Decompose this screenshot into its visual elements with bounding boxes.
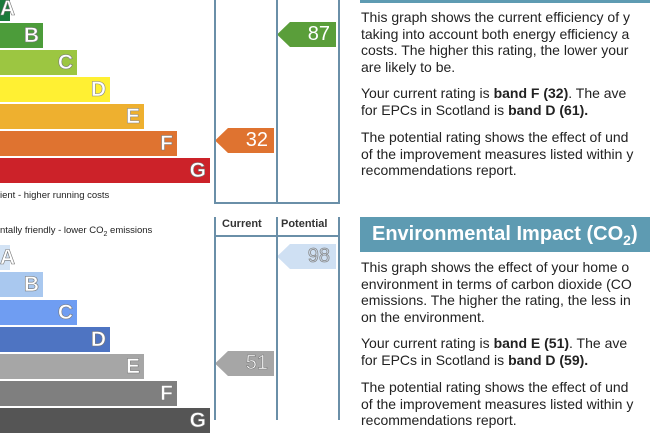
band-g: G	[0, 408, 210, 433]
band-d: D	[0, 327, 110, 352]
paragraph-line: costs. The higher this rating, the lower…	[361, 42, 629, 58]
paragraph-line: recommendations report.	[361, 162, 517, 178]
chart-right-border	[338, 0, 340, 204]
paragraph-line: This graph shows the current efficiency …	[361, 9, 630, 25]
band-c: C	[0, 300, 77, 325]
paragraph-line: on the environment.	[361, 308, 485, 325]
average-band: band D (61).	[508, 101, 589, 118]
environmental-impact-header: Environmental Impact (CO2)	[360, 217, 650, 252]
current-rating-line: Your current rating is band F (32). The …	[361, 85, 626, 102]
current-band: band E (51)	[493, 335, 570, 351]
current-column-divider	[214, 0, 216, 204]
current-column-divider	[214, 217, 216, 420]
average-rating-line: for EPCs in Scotland is band D (59).	[361, 352, 588, 369]
paragraph-line: of the improvement measures listed withi…	[361, 145, 634, 162]
potential-column-divider	[276, 217, 278, 420]
band-f: F	[0, 131, 177, 156]
text: Your current rating is	[361, 335, 494, 351]
current-rating-arrow: 51	[215, 351, 274, 376]
paragraph-line: recommendations report.	[361, 412, 517, 428]
text: for EPCs in Scotland is	[361, 351, 509, 368]
footer-text: ient - higher running costs	[0, 190, 110, 201]
average-band: band D (59).	[508, 351, 589, 368]
band-c: C	[0, 50, 77, 75]
paragraph-line: This graph shows the effect of your home…	[361, 259, 630, 275]
paragraph-line: of the improvement measures listed withi…	[361, 395, 634, 412]
chart-header-text: ntally friendly - lower CO2 emissions	[0, 225, 153, 238]
band-e: E	[0, 104, 144, 129]
paragraph-line: emissions. The higher the rating, the le…	[361, 292, 631, 308]
band-a: A	[0, 245, 16, 270]
text: Your current rating is	[361, 85, 494, 101]
band-b: B	[0, 23, 43, 48]
potential-rating-arrow: 98	[277, 244, 336, 269]
potential-column-divider	[276, 0, 278, 204]
text: for EPCs in Scotland is	[361, 101, 509, 118]
band-b: B	[0, 272, 43, 297]
band-g: G	[0, 158, 210, 183]
average-rating-line: for EPCs in Scotland is band D (61).	[361, 102, 588, 119]
paragraph-line: environment in terms of carbon dioxide (…	[361, 275, 632, 292]
current-band: band F (32)	[493, 85, 569, 101]
band-f: F	[0, 381, 177, 406]
current-rating-arrow: 32	[215, 128, 274, 153]
column-header-border	[214, 235, 340, 237]
potential-column-header: Potential	[281, 218, 328, 230]
text: . The ave	[568, 85, 627, 101]
text: . The ave	[569, 335, 628, 351]
band-e: E	[0, 354, 144, 379]
chart-right-border	[338, 217, 340, 420]
current-column-header: Current	[222, 218, 262, 230]
potential-rating-arrow: 87	[277, 22, 336, 47]
band-d: D	[0, 77, 110, 102]
chart-bottom-border	[214, 202, 340, 204]
paragraph-line: are likely to be.	[361, 58, 456, 75]
paragraph-line: The potential rating shows the effect of…	[361, 129, 629, 145]
paragraph-line: taking into account both energy efficien…	[361, 25, 630, 42]
section-header-bar	[360, 0, 650, 3]
current-rating-line: Your current rating is band E (51). The …	[361, 335, 627, 352]
paragraph-line: The potential rating shows the effect of…	[361, 379, 629, 395]
band-a: A	[0, 0, 15, 21]
